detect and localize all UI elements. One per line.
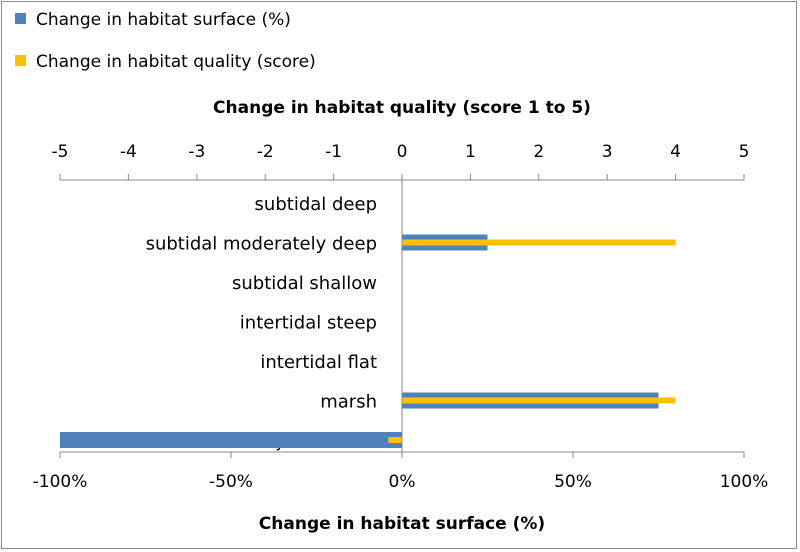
- top-tick-label: -1: [325, 142, 342, 162]
- category-label: marsh: [320, 392, 377, 413]
- legend-label-quality: Change in habitat quality (score): [36, 52, 316, 72]
- bottom-axis: -100% -50% 0% 50% 100%: [33, 451, 769, 492]
- category-label: subtidal deep: [255, 194, 377, 215]
- category-label: intertidal steep: [240, 313, 377, 334]
- bottom-tick-label: 0%: [389, 472, 416, 492]
- top-tick-label: -5: [52, 142, 69, 162]
- bottom-tick-label: 50%: [554, 472, 592, 492]
- top-axis: -5 -4 -3 -2 -1 0 1 2 3 4 5: [52, 142, 750, 181]
- top-tick-label: 4: [670, 142, 681, 162]
- top-tick-label: -3: [188, 142, 205, 162]
- bar-quality: [388, 437, 402, 443]
- bar-quality: [402, 239, 676, 246]
- top-tick-label: 3: [602, 142, 613, 162]
- legend-swatch-quality: [15, 55, 26, 66]
- legend: Change in habitat surface (%) Change in …: [15, 10, 316, 72]
- category-label: intertidal flat: [260, 352, 377, 373]
- legend-label-surface: Change in habitat surface (%): [36, 10, 291, 30]
- top-tick-label: 5: [739, 142, 750, 162]
- bottom-axis-title: Change in habitat surface (%): [259, 514, 545, 534]
- top-tick-label: 0: [397, 142, 408, 162]
- top-tick-label: -2: [257, 142, 274, 162]
- bottom-tick-label: -100%: [33, 472, 88, 492]
- top-tick-label: -4: [120, 142, 137, 162]
- top-tick-label: 1: [465, 142, 476, 162]
- bottom-tick-label: 100%: [720, 472, 769, 492]
- category-label: subtidal shallow: [232, 273, 377, 294]
- legend-swatch-surface: [15, 13, 26, 24]
- bottom-tick-label: -50%: [209, 472, 253, 492]
- top-axis-title: Change in habitat quality (score 1 to 5): [213, 98, 591, 118]
- bar-surface: [60, 432, 402, 448]
- top-tick-label: 2: [533, 142, 544, 162]
- bars: [60, 234, 676, 448]
- bar-quality: [402, 397, 676, 404]
- category-labels: subtidal deep subtidal moderately deep sub…: [146, 194, 377, 452]
- category-label: subtidal moderately deep: [146, 234, 377, 255]
